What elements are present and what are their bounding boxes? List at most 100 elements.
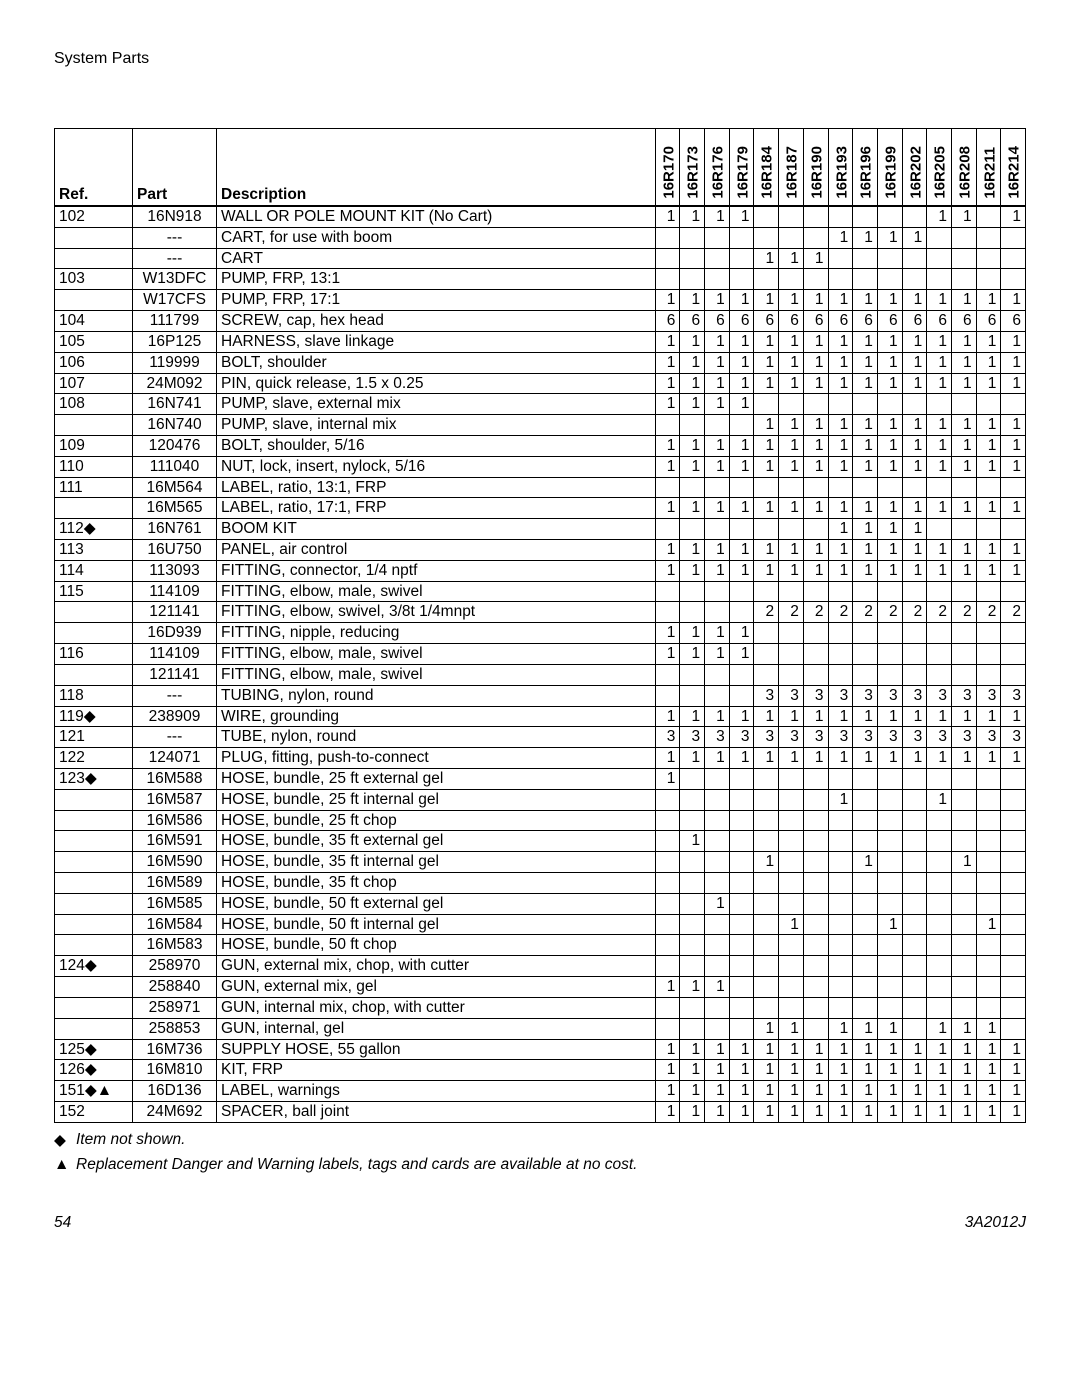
table-row: 16D939FITTING, nipple, reducing1111 [55,623,1026,644]
qty-cell [1001,664,1026,685]
qty-cell: 1 [680,540,705,561]
qty-cell: 1 [828,540,853,561]
qty-cell: 1 [927,1018,952,1039]
qty-cell [877,623,902,644]
qty-cell: 3 [729,727,754,748]
qty-cell [902,269,927,290]
qty-cell [680,789,705,810]
ref-cell [55,602,133,623]
desc-cell: HOSE, bundle, 25 ft internal gel [217,789,656,810]
qty-cell: 1 [705,644,730,665]
qty-cell [976,810,1001,831]
qty-cell: 1 [705,435,730,456]
desc-cell: WIRE, grounding [217,706,656,727]
qty-cell [902,810,927,831]
qty-cell [927,623,952,644]
model-header: 16R211 [976,129,1001,207]
qty-cell [705,997,730,1018]
qty-cell [976,997,1001,1018]
qty-cell [705,664,730,685]
qty-cell: 1 [877,435,902,456]
qty-cell: 6 [976,311,1001,332]
qty-cell [902,852,927,873]
qty-cell: 1 [828,435,853,456]
qty-cell [655,852,680,873]
qty-cell [680,269,705,290]
qty-cell [779,852,804,873]
qty-cell [951,394,976,415]
qty-cell: 2 [951,602,976,623]
ref-cell [55,977,133,998]
qty-cell [754,789,779,810]
qty-cell [655,602,680,623]
qty-cell: 1 [853,560,878,581]
ref-cell: 118 [55,685,133,706]
qty-cell [853,644,878,665]
qty-cell [705,269,730,290]
qty-cell: 1 [655,1060,680,1081]
desc-cell: GUN, internal, gel [217,1018,656,1039]
qty-cell [729,602,754,623]
qty-cell [927,477,952,498]
qty-cell: 3 [803,685,828,706]
qty-cell [729,810,754,831]
qty-cell [803,873,828,894]
qty-cell [828,893,853,914]
footnote-symbol: ▲ [54,1156,76,1174]
qty-cell: 3 [853,685,878,706]
part-cell: 111799 [133,311,217,332]
qty-cell: 1 [927,373,952,394]
qty-cell: 1 [754,1018,779,1039]
qty-cell: 1 [951,331,976,352]
qty-cell: 1 [951,706,976,727]
desc-cell: CART, for use with boom [217,227,656,248]
ref-cell [55,498,133,519]
ref-cell [55,1018,133,1039]
qty-cell [877,831,902,852]
qty-cell: 1 [853,227,878,248]
qty-cell: 1 [729,290,754,311]
qty-cell: 1 [779,706,804,727]
qty-cell: 1 [729,748,754,769]
table-row: 112◆16N761BOOM KIT1111 [55,519,1026,540]
part-cell: 124071 [133,748,217,769]
table-row: 16M587HOSE, bundle, 25 ft internal gel11 [55,789,1026,810]
footnote-text: Item not shown. [76,1131,185,1150]
qty-cell [779,768,804,789]
ref-cell: 115 [55,581,133,602]
qty-cell: 1 [976,1018,1001,1039]
qty-cell [902,977,927,998]
qty-cell: 1 [729,373,754,394]
qty-cell [828,810,853,831]
qty-cell [853,477,878,498]
qty-cell: 1 [655,373,680,394]
qty-cell: 1 [927,1101,952,1122]
qty-cell [976,227,1001,248]
qty-cell: 1 [680,373,705,394]
qty-cell [853,623,878,644]
qty-cell: 1 [828,352,853,373]
qty-cell [803,206,828,227]
qty-cell [976,394,1001,415]
qty-cell: 1 [877,498,902,519]
qty-cell: 1 [828,1081,853,1102]
qty-cell: 1 [803,498,828,519]
desc-cell: TUBING, nylon, round [217,685,656,706]
table-row: 11116M564LABEL, ratio, 13:1, FRP [55,477,1026,498]
qty-cell: 1 [680,1060,705,1081]
part-cell: 113093 [133,560,217,581]
qty-cell [927,831,952,852]
qty-cell: 1 [729,498,754,519]
footnote-text: Replacement Danger and Warning labels, t… [76,1156,638,1174]
col-header-part: Part [133,129,217,207]
table-row: 16M586HOSE, bundle, 25 ft chop [55,810,1026,831]
qty-cell: 1 [828,373,853,394]
qty-cell: 1 [754,373,779,394]
qty-cell: 1 [655,644,680,665]
qty-cell [754,997,779,1018]
qty-cell: 3 [754,727,779,748]
qty-cell: 1 [803,415,828,436]
qty-cell [951,581,976,602]
ref-cell: 106 [55,352,133,373]
qty-cell: 1 [927,415,952,436]
